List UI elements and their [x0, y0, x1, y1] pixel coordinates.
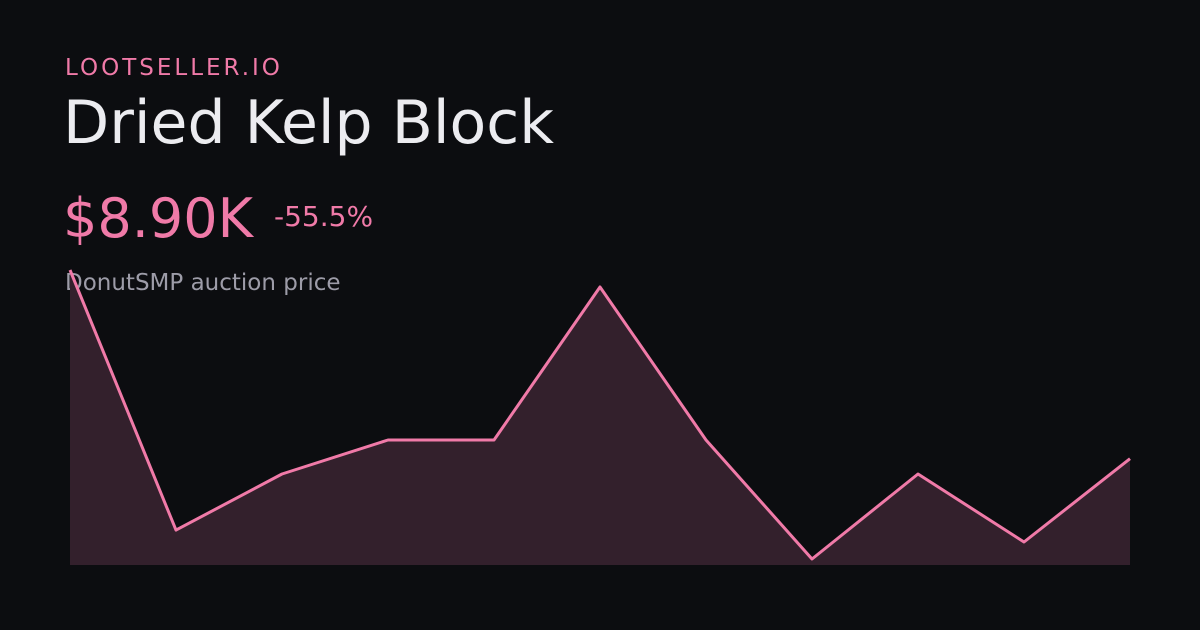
area-fill	[70, 270, 1130, 565]
sparkline	[68, 269, 1131, 565]
subtitle: DonutSMP auction price	[65, 270, 341, 296]
brand: LOOTSELLER.IO	[65, 55, 283, 81]
price-line	[68, 269, 1131, 561]
item-title: Dried Kelp Block	[63, 88, 554, 158]
price-change: -55.5%	[274, 200, 373, 233]
price: $8.90K	[63, 187, 255, 250]
